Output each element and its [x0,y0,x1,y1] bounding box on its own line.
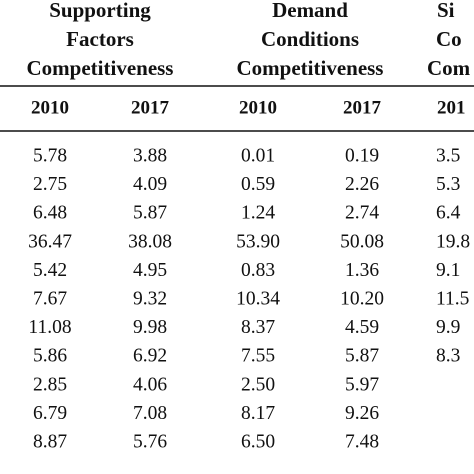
table-cell: 3.5 [436,145,460,166]
group-header: Co [436,27,462,51]
year-header: 201 [437,97,466,118]
year-header: 2010 [31,97,69,118]
group-header: Competitiveness [237,56,384,80]
group-header: Competitiveness [27,56,174,80]
table-cell: 5.42 [33,260,67,281]
table-cell: 4.95 [133,260,167,281]
group-header: Supporting [49,0,151,22]
table-cell: 1.24 [241,203,275,224]
table-cell: 8.87 [33,431,67,452]
table-cell: 11.08 [28,317,71,338]
table-cell: 50.08 [340,231,384,252]
group-header: Si [437,0,455,22]
table-cell: 2.26 [345,174,379,195]
table-cell: 3.88 [133,145,167,166]
table-cell: 1.36 [345,260,379,281]
table-cell: 5.78 [33,145,67,166]
table-cell: 6.50 [241,431,275,452]
table-cell: 38.08 [128,231,172,252]
group-header: Demand [272,0,348,22]
group-header: Conditions [261,27,359,51]
table-cell: 9.26 [345,403,379,424]
table-cell: 7.48 [345,431,379,452]
table-cell: 5.86 [33,346,67,367]
table-cell: 5.76 [133,431,167,452]
table-cell: 11.5 [436,288,469,309]
table-cell: 0.01 [241,145,275,166]
table-cell: 2.75 [33,174,67,195]
table-cell: 7.55 [241,346,275,367]
table-cell: 0.83 [241,260,275,281]
table-cell: 10.34 [236,288,280,309]
table-cell: 9.98 [133,317,167,338]
table-cell: 2.50 [241,374,275,395]
group-header: Factors [66,27,134,51]
table-cell: 5.87 [133,203,167,224]
table-cell: 9.9 [436,317,460,338]
group-header: Com [427,56,471,80]
table-cell: 7.08 [133,403,167,424]
table-cell: 6.79 [33,403,67,424]
table-cell: 6.48 [33,203,67,224]
table-cell: 4.59 [345,317,379,338]
table-cell: 10.20 [340,288,384,309]
table-cell: 2.85 [33,374,67,395]
table-cell: 5.97 [345,374,379,395]
table-cell: 2.74 [345,203,379,224]
table-cell: 8.17 [241,403,275,424]
year-header: 2010 [239,97,277,118]
table-cell: 5.87 [345,346,379,367]
table-cell: 6.92 [133,346,167,367]
table-cell: 8.37 [241,317,275,338]
table-cell: 6.4 [436,203,461,224]
table-cell: 9.32 [133,288,167,309]
table-cell: 4.09 [133,174,167,195]
table-cell: 36.47 [28,231,72,252]
year-header: 2017 [343,97,382,118]
table-cell: 8.3 [436,346,460,367]
table-cell: 0.59 [241,174,275,195]
table-cell: 53.90 [236,231,280,252]
table-cell: 5.3 [436,174,460,195]
table-cell: 7.67 [33,288,67,309]
year-header: 2017 [131,97,170,118]
table-cell: 19.8 [436,231,470,252]
table-cell: 9.1 [436,260,460,281]
table-cell: 4.06 [133,374,167,395]
table-cell: 0.19 [345,145,379,166]
